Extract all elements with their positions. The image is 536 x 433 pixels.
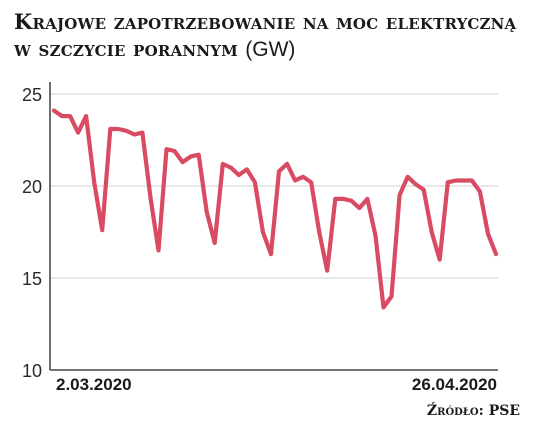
data-point-2020-03-09 [109, 128, 111, 130]
y-tick-label-15: 15 [22, 269, 42, 289]
data-point-2020-04-22 [463, 179, 465, 182]
data-point-2020-04-26 [495, 253, 497, 255]
data-point-2020-03-17 [173, 150, 176, 152]
data-point-2020-04-25 [487, 233, 489, 235]
data-point-2020-03-13 [141, 132, 143, 134]
data-point-2020-03-28 [262, 231, 264, 233]
data-point-2020-04-10 [366, 198, 368, 200]
chart-unit: (GW) [245, 38, 296, 61]
chart-title: Krajowe zapotrzebowanie na moc elektrycz… [14, 8, 529, 63]
data-point-2020-04-11 [374, 235, 377, 237]
data-point-2020-04-02 [302, 176, 304, 178]
data-point-2020-03-06 [85, 115, 87, 117]
data-point-2020-03-15 [157, 249, 160, 251]
data-point-2020-03-19 [190, 156, 192, 158]
data-point-2020-03-24 [230, 167, 232, 169]
data-point-2020-03-02 [53, 110, 55, 112]
data-point-2020-03-08 [101, 229, 103, 231]
data-point-2020-04-05 [326, 270, 328, 272]
chart-title-text: Krajowe zapotrzebowanie na moc elektrycz… [14, 9, 517, 61]
data-point-2020-03-10 [117, 128, 119, 130]
data-point-2020-04-20 [447, 181, 449, 183]
data-point-2020-04-15 [407, 176, 409, 178]
data-point-2020-03-14 [149, 196, 151, 198]
data-point-2020-03-20 [198, 154, 200, 156]
data-point-2020-03-16 [165, 148, 168, 150]
data-point-2020-04-16 [415, 183, 417, 185]
y-tick-label-25: 25 [22, 85, 42, 105]
data-point-2020-04-07 [342, 198, 344, 200]
x-tick-label-last: 26.04.2020 [412, 375, 497, 394]
source-note: Źródło: PSE [426, 403, 520, 419]
data-point-2020-03-04 [69, 115, 71, 117]
grid-lines [50, 93, 498, 279]
data-point-2020-03-27 [254, 181, 256, 183]
data-point-2020-03-26 [246, 168, 248, 170]
data-point-2020-03-25 [238, 174, 240, 176]
data-point-2020-03-18 [182, 161, 184, 163]
data-point-2020-04-17 [423, 189, 425, 191]
data-point-2020-04-04 [318, 231, 320, 233]
data-point-2020-04-18 [431, 231, 433, 233]
data-point-2020-04-09 [358, 207, 360, 209]
data-point-2020-04-12 [382, 306, 385, 308]
series-line [51, 108, 499, 310]
y-tick-labels: 25 20 15 10 [22, 85, 42, 381]
data-point-2020-04-08 [350, 200, 352, 202]
data-point-2020-03-30 [278, 170, 280, 172]
x-tick-label-first: 2.03.2020 [56, 375, 132, 394]
series-points [53, 110, 497, 308]
data-point-2020-03-12 [133, 133, 135, 136]
data-point-2020-03-22 [214, 242, 216, 244]
data-point-2020-04-03 [310, 181, 312, 183]
data-point-2020-04-13 [390, 295, 393, 297]
data-point-2020-04-21 [455, 179, 457, 182]
data-point-2020-04-06 [334, 198, 336, 200]
data-point-2020-03-21 [206, 211, 208, 213]
data-point-2020-04-24 [479, 190, 481, 193]
data-point-2020-04-01 [294, 179, 296, 182]
data-point-2020-03-23 [222, 163, 224, 165]
data-point-2020-04-14 [399, 194, 401, 196]
y-tick-label-10: 10 [22, 361, 42, 381]
data-point-2020-04-19 [439, 259, 441, 261]
data-point-2020-03-05 [77, 132, 79, 134]
data-point-2020-04-23 [471, 179, 473, 182]
data-point-2020-03-29 [270, 253, 272, 255]
y-tick-label-20: 20 [22, 177, 42, 197]
data-point-2020-03-03 [61, 115, 63, 117]
data-point-2020-03-11 [125, 130, 127, 132]
data-point-2020-03-31 [286, 163, 288, 165]
data-point-2020-03-07 [93, 181, 95, 183]
